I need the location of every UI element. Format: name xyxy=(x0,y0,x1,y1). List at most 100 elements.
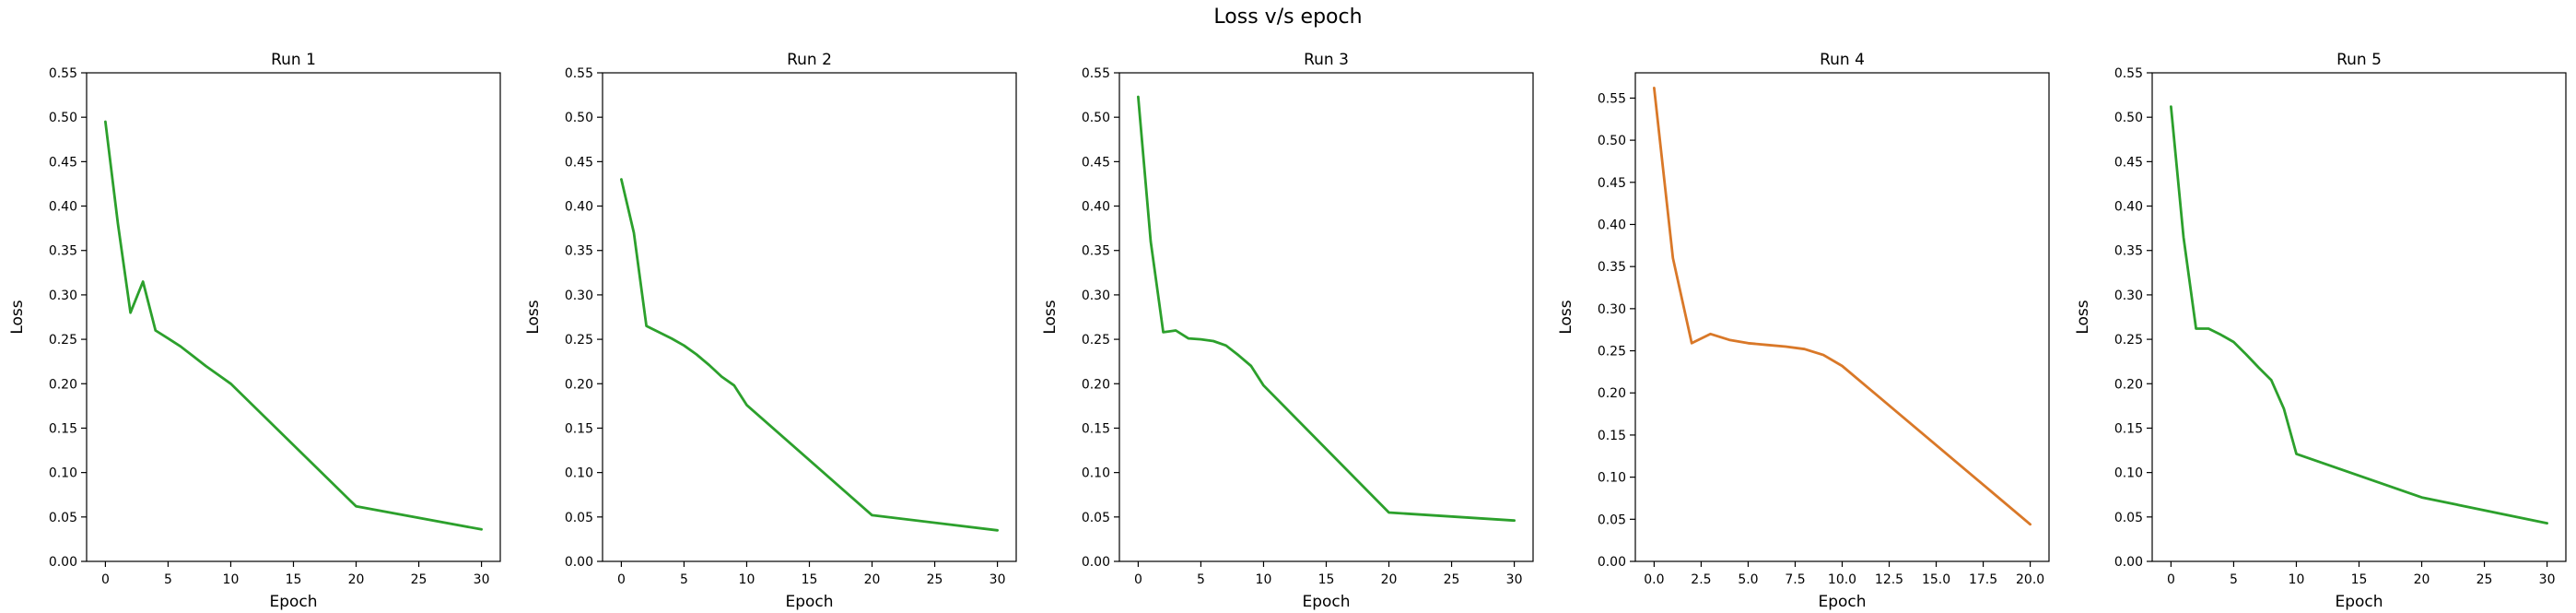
y-tick-label: 0.20 xyxy=(1598,386,1626,401)
y-tick-label: 0.40 xyxy=(565,200,593,215)
y-tick-label: 0.25 xyxy=(565,333,593,348)
x-axis-label: Epoch xyxy=(269,593,317,611)
loss-line-series xyxy=(2169,105,2549,525)
y-tick-label: 0.25 xyxy=(2114,333,2143,348)
x-tick-label: 25 xyxy=(1444,572,1460,587)
y-tick-label: 0.45 xyxy=(49,155,77,170)
y-tick-label: 0.35 xyxy=(49,244,77,259)
x-tick-label: 30 xyxy=(474,572,490,587)
x-tick-label: 0 xyxy=(101,572,110,587)
y-tick-label: 0.20 xyxy=(49,377,77,392)
x-tick-label: 5 xyxy=(1197,572,1205,587)
x-tick-label: 25 xyxy=(927,572,943,587)
x-axis-label: Epoch xyxy=(1818,593,1866,611)
y-tick-label: 0.40 xyxy=(49,200,77,215)
y-tick-label: 0.35 xyxy=(1082,244,1110,259)
y-tick-label: 0.05 xyxy=(565,511,593,525)
x-tick-label: 20 xyxy=(2414,572,2430,587)
x-axis-label: Epoch xyxy=(785,593,833,611)
y-tick-label: 0.15 xyxy=(565,421,593,436)
y-tick-label: 0.50 xyxy=(565,111,593,125)
y-tick-label: 0.10 xyxy=(1598,471,1626,486)
x-tick-label: 5.0 xyxy=(1738,572,1758,587)
y-tick-label: 0.35 xyxy=(1598,260,1626,275)
x-tick-label: 20.0 xyxy=(2016,572,2044,587)
y-tick-label: 0.15 xyxy=(1082,421,1110,436)
y-tick-label: 0.10 xyxy=(565,466,593,481)
y-tick-label: 0.30 xyxy=(1598,302,1626,317)
y-tick-label: 0.05 xyxy=(49,511,77,525)
y-tick-label: 0.50 xyxy=(2114,111,2143,125)
y-tick-label: 0.45 xyxy=(565,155,593,170)
subplot-title: Run 5 xyxy=(2336,51,2382,69)
y-tick-label: 0.25 xyxy=(1598,345,1626,360)
y-tick-label: 0.55 xyxy=(1598,91,1626,106)
plot-frame xyxy=(1118,72,1534,562)
x-tick-label: 30 xyxy=(2539,572,2556,587)
y-tick-label: 0.05 xyxy=(2114,511,2143,525)
y-tick-label: 0.15 xyxy=(2114,421,2143,436)
x-tick-label: 10 xyxy=(2289,572,2305,587)
x-tick-label: 12.5 xyxy=(1875,572,1903,587)
y-tick-label: 0.40 xyxy=(2114,200,2143,215)
plot-frame xyxy=(86,72,501,562)
x-tick-label: 7.5 xyxy=(1785,572,1805,587)
y-axis-label: Loss xyxy=(8,300,27,334)
subplot-run-5: 0 5 10 15 20 25 30 0.00 0.05 0.10 0.15 0.20 0.25 0.30… xyxy=(2074,51,2567,611)
y-axis-label: Loss xyxy=(524,300,543,334)
x-tick-label: 0 xyxy=(2167,572,2175,587)
x-tick-label: 2.5 xyxy=(1691,572,1711,587)
subplot-title: Run 4 xyxy=(1820,51,1865,69)
loss-line-series xyxy=(620,178,999,532)
x-tick-label: 15.0 xyxy=(1922,572,1950,587)
y-tick-label: 0.20 xyxy=(565,377,593,392)
x-tick-label: 5 xyxy=(680,572,688,587)
y-tick-label: 0.55 xyxy=(49,66,77,81)
y-tick-label: 0.55 xyxy=(2114,66,2143,81)
figure-title: Loss v/s epoch xyxy=(1213,6,1363,29)
subplot-run-2: 0 5 10 15 20 25 30 0.00 0.05 0.10 0.15 0.20 0.25 0.30… xyxy=(524,51,1017,611)
y-tick-label: 0.05 xyxy=(1598,513,1626,527)
subplot-run-1: 0 5 10 15 20 25 30 0.00 0.05 0.10 0.15 0.20 0.25 0.30… xyxy=(8,51,501,611)
y-tick-label: 0.25 xyxy=(1082,333,1110,348)
x-tick-label: 5 xyxy=(164,572,172,587)
subplot-run-3: 0 5 10 15 20 25 30 0.00 0.05 0.10 0.15 0.20 0.25 0.30… xyxy=(1041,51,1534,611)
y-tick-label: 0.30 xyxy=(49,289,77,303)
x-tick-label: 15 xyxy=(802,572,818,587)
y-tick-label: 0.00 xyxy=(1082,555,1110,570)
y-tick-label: 0.55 xyxy=(565,66,593,81)
y-tick-label: 0.55 xyxy=(1082,66,1110,81)
x-tick-label: 20 xyxy=(864,572,881,587)
y-tick-label: 0.00 xyxy=(2114,555,2143,570)
y-tick-label: 0.10 xyxy=(1082,466,1110,481)
x-tick-label: 15 xyxy=(1318,572,1335,587)
y-tick-label: 0.20 xyxy=(1082,377,1110,392)
y-tick-label: 0.30 xyxy=(1082,289,1110,303)
y-axis-label: Loss xyxy=(1041,300,1060,334)
y-axis-label: Loss xyxy=(2074,300,2092,334)
y-axis-label: Loss xyxy=(1557,300,1575,334)
subplot-run-4: 0.0 2.5 5.0 7.5 10.0 12.5 15.0 17.5 20.0 0.00 0.05… xyxy=(1557,51,2050,611)
y-tick-label: 0.00 xyxy=(49,555,77,570)
plot-frame xyxy=(602,72,1017,562)
x-tick-label: 25 xyxy=(411,572,427,587)
x-tick-label: 30 xyxy=(989,572,1006,587)
loss-line-series xyxy=(1653,87,2032,526)
x-axis-label: Epoch xyxy=(1302,593,1350,611)
x-tick-label: 15 xyxy=(286,572,302,587)
x-tick-label: 10 xyxy=(739,572,755,587)
loss-line-series xyxy=(1137,95,1516,523)
y-tick-label: 0.25 xyxy=(49,333,77,348)
y-tick-label: 0.50 xyxy=(1598,134,1626,148)
x-tick-label: 17.5 xyxy=(1969,572,1997,587)
x-tick-label: 0.0 xyxy=(1644,572,1664,587)
y-tick-label: 0.20 xyxy=(2114,377,2143,392)
x-tick-label: 10.0 xyxy=(1828,572,1856,587)
x-tick-label: 10 xyxy=(1256,572,1272,587)
subplot-title: Run 2 xyxy=(787,51,832,69)
y-tick-label: 0.30 xyxy=(2114,289,2143,303)
y-tick-label: 0.15 xyxy=(49,421,77,436)
y-tick-label: 0.15 xyxy=(1598,429,1626,443)
y-tick-label: 0.45 xyxy=(1082,155,1110,170)
